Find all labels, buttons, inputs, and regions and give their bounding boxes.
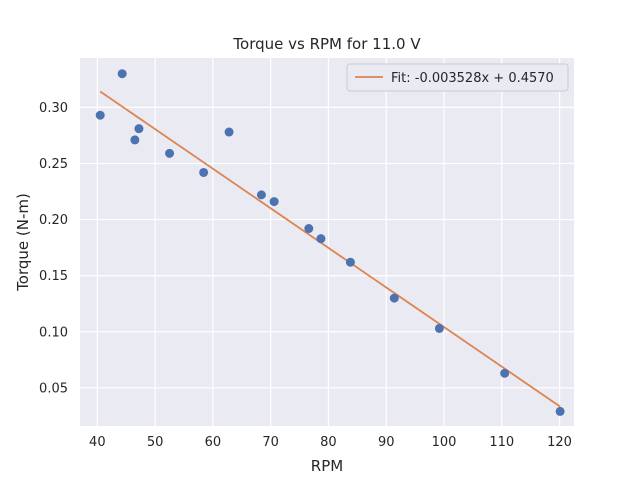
data-point bbox=[224, 127, 234, 137]
x-tick-label: 80 bbox=[320, 435, 337, 450]
y-tick-label: 0.25 bbox=[39, 157, 68, 172]
x-tick-labels: 40 50 60 70 80 90 100 110 120 bbox=[89, 435, 572, 450]
data-point bbox=[134, 124, 144, 134]
data-point bbox=[269, 197, 279, 207]
data-point bbox=[389, 293, 399, 303]
x-tick-label: 90 bbox=[378, 435, 395, 450]
x-tick-label: 100 bbox=[432, 435, 457, 450]
x-tick-label: 50 bbox=[147, 435, 164, 450]
data-point bbox=[555, 406, 565, 416]
y-tick-label: 0.30 bbox=[39, 101, 68, 116]
x-axis-title: RPM bbox=[311, 457, 343, 475]
x-tick-label: 110 bbox=[489, 435, 514, 450]
data-point bbox=[95, 110, 105, 120]
data-point bbox=[500, 368, 510, 378]
plot-area bbox=[80, 58, 574, 426]
chart-title: Torque vs RPM for 11.0 V bbox=[232, 35, 421, 53]
data-point bbox=[256, 190, 266, 200]
fit-line bbox=[99, 90, 561, 408]
data-point bbox=[316, 234, 326, 244]
fit-line-layer bbox=[99, 90, 561, 408]
y-tick-label: 0.15 bbox=[39, 269, 68, 284]
data-point bbox=[165, 148, 175, 158]
data-points bbox=[95, 69, 565, 416]
data-point bbox=[199, 167, 209, 177]
data-point bbox=[434, 323, 444, 333]
data-point bbox=[345, 257, 355, 267]
legend-box bbox=[346, 63, 569, 92]
grid-lines bbox=[80, 58, 574, 426]
x-tick-label: 40 bbox=[89, 435, 106, 450]
y-axis-title: Torque (N-m) bbox=[14, 193, 32, 292]
data-point bbox=[117, 69, 127, 79]
y-tick-label: 0.05 bbox=[39, 381, 68, 396]
y-tick-labels: 0.05 0.10 0.15 0.20 0.25 0.30 bbox=[39, 101, 68, 396]
data-point bbox=[304, 224, 314, 234]
x-tick-label: 70 bbox=[262, 435, 279, 450]
legend-fit-label: Fit: -0.003528x + 0.4570 bbox=[391, 71, 554, 86]
y-tick-label: 0.10 bbox=[39, 325, 68, 340]
legend: Fit: -0.003528x + 0.4570 bbox=[346, 63, 569, 92]
x-tick-label: 120 bbox=[547, 435, 572, 450]
data-point bbox=[130, 135, 140, 145]
x-tick-label: 60 bbox=[205, 435, 222, 450]
y-tick-label: 0.20 bbox=[39, 213, 68, 228]
